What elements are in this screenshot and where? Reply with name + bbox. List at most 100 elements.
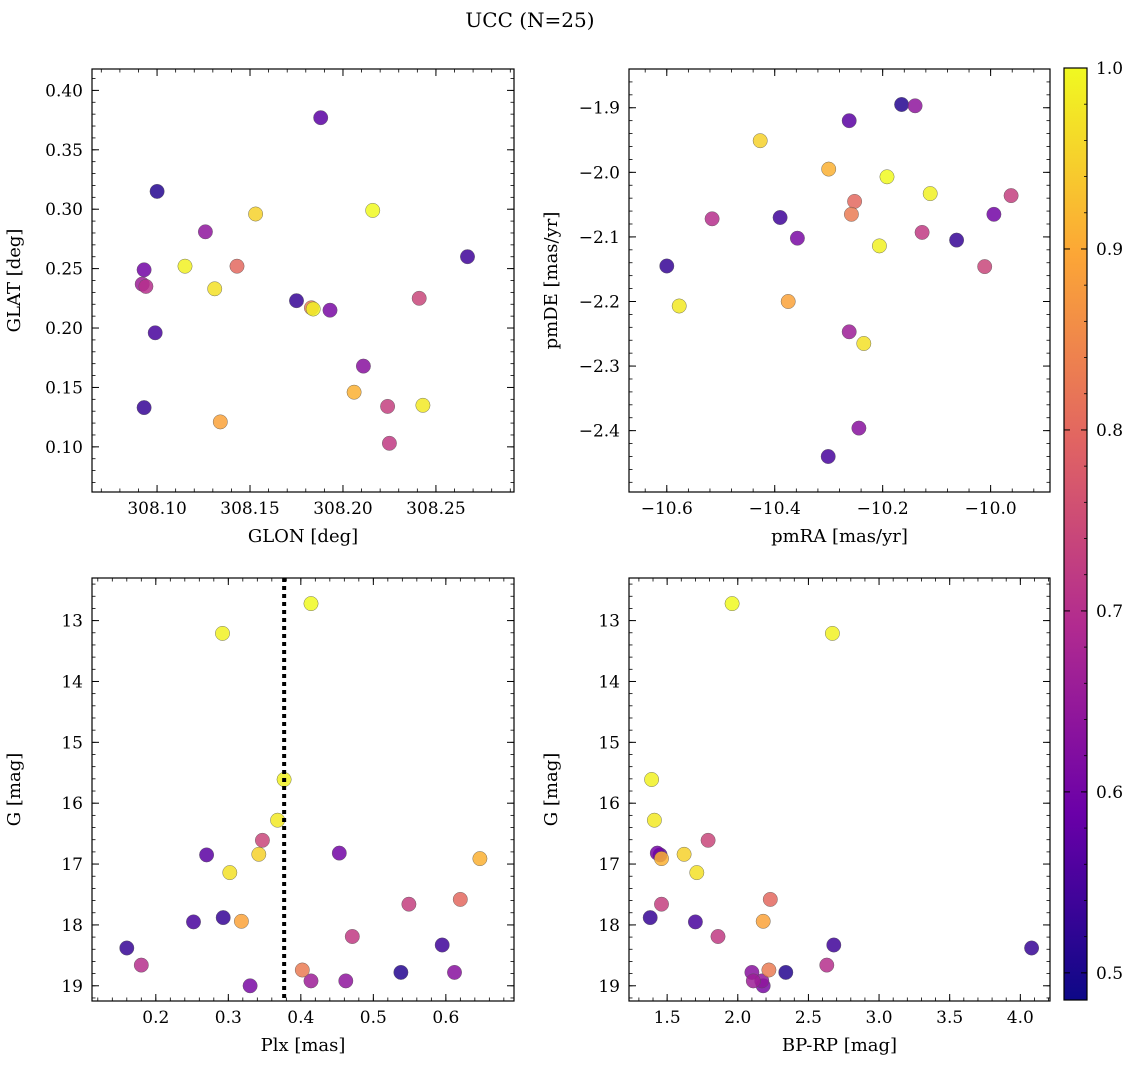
scatter-point: [254, 832, 270, 848]
scatter-point: [841, 324, 857, 340]
scatter-point: [894, 97, 909, 112]
y-tick-label: 0.20: [45, 319, 83, 339]
ticks: 1.5 2.0 2.5 3.0 3.5 4.0 13 14 15 16 17 18 19: [598, 578, 1050, 1028]
scatter-point: [642, 910, 658, 925]
scatter-point: [289, 293, 304, 309]
x-tick-label: 3.5: [936, 1008, 963, 1028]
y-tick-label: −1.9: [579, 99, 620, 119]
scatter-point: [380, 398, 395, 414]
scatter-point: [689, 865, 705, 880]
colorbar-tick-label: 0.6: [1096, 783, 1123, 803]
scatter-point: [411, 290, 427, 306]
y-tick-label: 19: [61, 977, 83, 997]
colorbar-tick-label: 0.7: [1096, 602, 1123, 622]
panel-top-right: −10.6 −10.4 −10.2 −10.0 −2.4 −2.3 −2.2 −2.1 −2.0…: [541, 68, 1051, 547]
scatter-point: [119, 940, 135, 956]
y-tick-label: 13: [598, 612, 620, 632]
y-tick-label: 0.15: [45, 378, 83, 398]
x-tick-label: −10.4: [749, 499, 801, 519]
scatter-point: [434, 937, 450, 953]
scatter-point: [772, 210, 788, 225]
y-axis-label: pmDE [mas/yr]: [541, 212, 562, 350]
scatter-point: [647, 812, 662, 828]
x-tick-label: 308.15: [220, 499, 279, 519]
scatter-point: [819, 957, 835, 973]
scatter-point: [710, 929, 726, 944]
x-tick-label: 2.5: [795, 1008, 822, 1028]
colorbar-tick-label: 0.9: [1096, 240, 1123, 260]
scatter-point: [133, 957, 149, 973]
scatter-point: [365, 202, 381, 218]
axes-frame: [91, 68, 515, 493]
scatter-points: [134, 110, 475, 451]
scatter-point: [138, 278, 154, 294]
x-tick-label: 308.25: [406, 499, 465, 519]
x-tick-label: 308.10: [127, 499, 186, 519]
panels: 308.10 308.15 308.20 308.25 0.10 0.15 0.20 0.25…: [4, 68, 1051, 1056]
scatter-points: [659, 97, 1019, 464]
scatter-point: [401, 896, 417, 912]
scatter-point: [949, 232, 964, 248]
scatter-point: [644, 772, 659, 787]
scatter-point: [447, 965, 462, 980]
scatter-point: [199, 847, 215, 863]
x-axis-label: Plx [mas]: [261, 1035, 346, 1056]
x-tick-label: 3.0: [866, 1008, 893, 1028]
y-tick-label: −2.3: [579, 357, 620, 377]
scatter-point: [393, 965, 409, 980]
scatter-point: [248, 206, 264, 222]
panel-bottom-right: 1.5 2.0 2.5 3.0 3.5 4.0 13 14 15 16 17 18 19 BP-RP [m…: [541, 577, 1051, 1056]
scatter-point: [207, 281, 223, 297]
scatter-point: [821, 161, 837, 177]
x-axis-label: GLON [deg]: [248, 526, 358, 547]
scatter-point: [452, 892, 468, 907]
scatter-point: [303, 973, 319, 989]
scatter-points: [119, 596, 488, 994]
y-axis-label: G [mag]: [4, 753, 25, 826]
y-tick-label: 0.40: [45, 81, 83, 101]
scatter-point: [222, 865, 238, 880]
y-tick-label: 15: [61, 733, 83, 753]
x-tick-label: 1.5: [654, 1008, 681, 1028]
scatter-point: [233, 913, 249, 929]
scatter-point: [922, 186, 938, 202]
x-tick-label: 0.3: [215, 1008, 242, 1028]
scatter-point: [136, 400, 152, 415]
x-tick-label: 0.2: [142, 1008, 169, 1028]
scatter-point: [977, 259, 993, 274]
y-tick-label: 17: [598, 855, 620, 875]
scatter-point: [381, 435, 397, 451]
scatter-point: [177, 258, 193, 274]
scatter-point: [136, 262, 152, 278]
scatter-point: [790, 230, 805, 246]
scatter-point: [338, 973, 354, 989]
x-axis-label: pmRA [mas/yr]: [771, 526, 908, 547]
scatter-point: [752, 133, 768, 149]
scatter-point: [322, 302, 338, 318]
scatter-point: [1003, 188, 1019, 204]
scatter-point: [1024, 940, 1040, 956]
y-tick-label: 16: [598, 794, 620, 814]
scatter-point: [460, 249, 475, 265]
scatter-point: [331, 845, 347, 861]
scatter-point: [986, 206, 1002, 222]
colorbar-tick-label: 1.0: [1096, 59, 1123, 79]
scatter-point: [212, 414, 228, 430]
scatter-point: [820, 449, 836, 464]
axes-frame: [628, 68, 1051, 493]
scatter-point: [229, 258, 245, 274]
y-tick-label: 0.25: [45, 260, 83, 280]
scatter-point: [147, 325, 163, 341]
y-tick-label: 18: [598, 916, 620, 936]
panel-bottom-left: 0.2 0.3 0.4 0.5 0.6 13 14 15 16 17 18 19 Plx [mas] G …: [4, 577, 515, 1056]
x-tick-label: 0.4: [287, 1008, 314, 1028]
ticks: 308.10 308.15 308.20 308.25 0.10 0.15 0.20 0.25…: [45, 69, 514, 519]
scatter-point: [344, 929, 360, 944]
scatter-point: [671, 298, 687, 314]
scatter-point: [149, 183, 165, 199]
scatter-point: [688, 914, 703, 930]
y-tick-label: 0.10: [45, 438, 83, 458]
x-tick-label: 0.6: [432, 1008, 459, 1028]
y-tick-label: 13: [61, 612, 83, 632]
y-tick-label: −2.1: [579, 228, 620, 248]
